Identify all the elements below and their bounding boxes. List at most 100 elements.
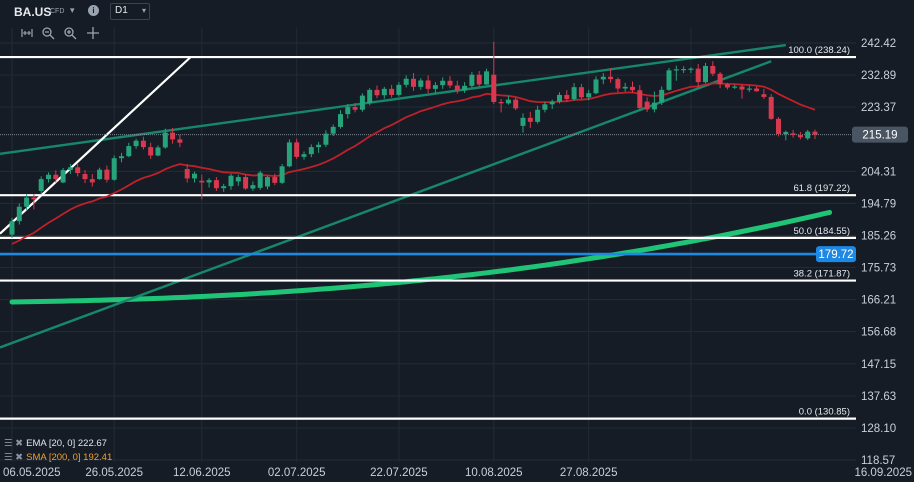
chevron-down-icon[interactable]: ▾ xyxy=(70,5,75,15)
candle-body[interactable] xyxy=(768,96,774,119)
candle-body[interactable] xyxy=(279,166,285,183)
candle-body[interactable] xyxy=(89,179,95,183)
candle-body[interactable] xyxy=(345,107,351,115)
candle-body[interactable] xyxy=(761,94,767,97)
candle-body[interactable] xyxy=(374,89,380,96)
candle-body[interactable] xyxy=(505,99,511,104)
fibonacci-anchor-line[interactable] xyxy=(0,56,192,235)
candle-body[interactable] xyxy=(286,142,292,167)
candle-body[interactable] xyxy=(666,70,672,90)
marker-price-tag[interactable] xyxy=(816,246,856,263)
candle-body[interactable] xyxy=(148,147,154,156)
candle-body[interactable] xyxy=(571,87,577,99)
candle-body[interactable] xyxy=(184,168,190,179)
candle-body[interactable] xyxy=(549,101,555,105)
candle-body[interactable] xyxy=(586,93,592,98)
candle-body[interactable] xyxy=(206,180,212,183)
candle-body[interactable] xyxy=(24,197,30,207)
candle-body[interactable] xyxy=(681,68,687,71)
candle-body[interactable] xyxy=(593,79,599,94)
candle-body[interactable] xyxy=(199,180,205,183)
candle-body[interactable] xyxy=(257,172,263,188)
candle-body[interactable] xyxy=(294,142,300,157)
candle-body[interactable] xyxy=(673,69,679,71)
indicator-legend-sma[interactable]: ☰ ✖ SMA [200, 0] 192.41 xyxy=(4,452,112,463)
candle-body[interactable] xyxy=(659,89,665,103)
candle-body[interactable] xyxy=(564,94,570,99)
candle-body[interactable] xyxy=(60,170,66,183)
candle-body[interactable] xyxy=(440,80,446,86)
candle-body[interactable] xyxy=(513,99,519,109)
candle-body[interactable] xyxy=(67,167,73,171)
candle-body[interactable] xyxy=(389,88,395,95)
candle-body[interactable] xyxy=(746,88,752,90)
candle-body[interactable] xyxy=(622,86,628,89)
indicators-icon[interactable] xyxy=(20,26,34,40)
timeframe-select[interactable]: D1 ▾ xyxy=(110,3,150,20)
candle-body[interactable] xyxy=(651,102,657,110)
candle-body[interactable] xyxy=(338,114,343,127)
candle-body[interactable] xyxy=(155,147,161,156)
candle-body[interactable] xyxy=(126,146,132,157)
candle-body[interactable] xyxy=(732,86,738,88)
candle-body[interactable] xyxy=(535,109,541,122)
candle-body[interactable] xyxy=(703,65,708,83)
candle-body[interactable] xyxy=(265,177,270,187)
candle-body[interactable] xyxy=(783,131,789,134)
candle-body[interactable] xyxy=(644,101,650,110)
candle-body[interactable] xyxy=(352,107,358,110)
indicator-legend-ema[interactable]: ☰ ✖ EMA [20, 0] 222.67 xyxy=(4,438,107,449)
crosshair-icon[interactable] xyxy=(86,26,100,40)
zoom-out-icon[interactable] xyxy=(41,26,55,40)
candle-body[interactable] xyxy=(724,84,730,88)
candle-body[interactable] xyxy=(177,139,183,143)
candle-body[interactable] xyxy=(381,88,387,96)
ema-line[interactable] xyxy=(11,82,816,245)
candle-body[interactable] xyxy=(542,104,548,110)
candle-body[interactable] xyxy=(557,94,562,102)
candle-body[interactable] xyxy=(637,90,643,109)
candle-body[interactable] xyxy=(228,175,234,187)
candle-body[interactable] xyxy=(111,158,117,180)
upper-trendline[interactable] xyxy=(0,43,786,156)
candle-body[interactable] xyxy=(754,88,760,92)
candle-body[interactable] xyxy=(418,80,424,87)
candle-body[interactable] xyxy=(308,147,314,155)
candle-body[interactable] xyxy=(484,71,489,85)
candle-body[interactable] xyxy=(520,117,526,126)
indicator-settings-icon[interactable]: ☰ ✖ xyxy=(4,452,24,463)
candle-body[interactable] xyxy=(119,156,124,159)
candle-body[interactable] xyxy=(790,133,796,135)
candle-body[interactable] xyxy=(316,144,322,148)
candle-body[interactable] xyxy=(469,74,475,86)
info-icon[interactable]: i xyxy=(88,5,99,16)
candle-body[interactable] xyxy=(9,221,15,235)
candle-body[interactable] xyxy=(140,140,146,148)
candle-body[interactable] xyxy=(396,84,402,95)
candle-body[interactable] xyxy=(425,80,431,89)
candle-body[interactable] xyxy=(16,206,22,222)
candle-body[interactable] xyxy=(82,174,88,180)
candle-body[interactable] xyxy=(162,132,168,148)
candle-body[interactable] xyxy=(578,87,584,98)
zoom-in-icon[interactable] xyxy=(63,26,77,40)
candle-body[interactable] xyxy=(615,79,621,89)
candle-body[interactable] xyxy=(75,167,81,174)
candle-body[interactable] xyxy=(527,117,533,122)
candle-body[interactable] xyxy=(454,85,460,91)
candle-body[interactable] xyxy=(46,174,51,180)
candle-body[interactable] xyxy=(600,76,606,80)
candle-body[interactable] xyxy=(462,85,468,91)
candle-body[interactable] xyxy=(630,86,635,91)
candle-body[interactable] xyxy=(498,101,504,104)
candle-body[interactable] xyxy=(301,154,307,157)
candle-body[interactable] xyxy=(797,134,803,138)
candle-body[interactable] xyxy=(447,80,453,86)
candle-body[interactable] xyxy=(235,177,241,182)
symbol-label[interactable]: BA.US xyxy=(14,5,52,19)
candle-body[interactable] xyxy=(323,133,329,145)
candle-body[interactable] xyxy=(688,68,694,70)
lower-trendline[interactable] xyxy=(0,60,772,349)
candle-body[interactable] xyxy=(367,89,373,103)
